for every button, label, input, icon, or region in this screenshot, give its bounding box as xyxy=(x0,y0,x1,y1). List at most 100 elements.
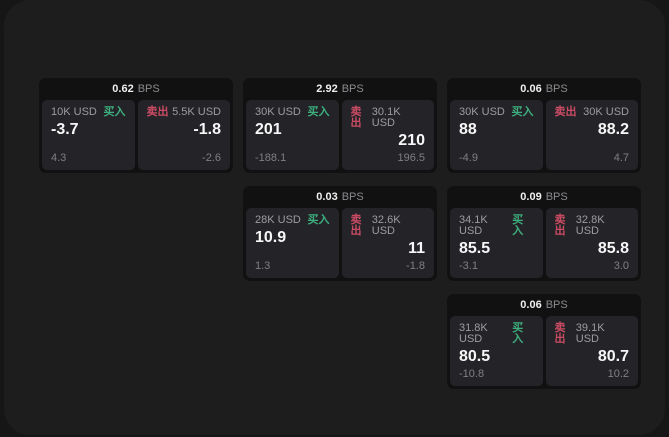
sell-price: -1.8 xyxy=(193,121,221,138)
sell-cell[interactable]: 卖出 32.8K USD 85.8 3.0 xyxy=(545,208,638,278)
sell-label: 卖出 xyxy=(554,322,566,345)
sell-cell[interactable]: 卖出 30K USD 88.2 4.7 xyxy=(545,100,638,170)
buy-price: -3.7 xyxy=(51,121,79,138)
bps-unit: BPS xyxy=(137,83,160,95)
quote-card: 0.06 BPS 31.8K USD 买入 80.5 -10.8 卖出 39.1… xyxy=(447,294,641,389)
buy-sub-value: -10.8 xyxy=(459,368,485,380)
quote-card: 0.03 BPS 28K USD 买入 10.9 1.3 卖出 32.6K US… xyxy=(243,186,437,281)
buy-label: 买入 xyxy=(307,106,330,118)
bps-value: 2.92 xyxy=(316,83,338,95)
card-body: 30K USD 买入 201 -188.1 卖出 30.1K USD 210 1… xyxy=(246,100,434,170)
quote-card: 0.09 BPS 34.1K USD 买入 85.5 -3.1 卖出 32.8K… xyxy=(447,186,641,281)
buy-sub-value: -4.9 xyxy=(459,152,478,164)
buy-cell-top: 30K USD 买入 xyxy=(459,107,534,118)
card-body: 31.8K USD 买入 80.5 -10.8 卖出 39.1K USD 80.… xyxy=(450,316,638,386)
quote-cards-grid: 0.62 BPS 10K USD 买入 -3.7 4.3 卖出 5.5K USD xyxy=(39,78,641,389)
buy-amount: 10K USD xyxy=(51,106,97,118)
sell-amount: 32.6K USD xyxy=(371,214,401,237)
buy-cell[interactable]: 30K USD 买入 201 -188.1 xyxy=(246,100,339,170)
quote-card: 0.62 BPS 10K USD 买入 -3.7 4.3 卖出 5.5K USD xyxy=(39,78,233,173)
buy-amount: 31.8K USD xyxy=(459,322,488,345)
sell-label: 卖出 xyxy=(350,214,362,237)
card-body: 28K USD 买入 10.9 1.3 卖出 32.6K USD 11 -1.8 xyxy=(246,208,434,278)
buy-cell-top: 30K USD 买入 xyxy=(255,107,330,118)
sell-label: 卖出 xyxy=(146,106,169,118)
sell-amount: 32.8K USD xyxy=(575,214,605,237)
quote-card: 2.92 BPS 30K USD 买入 201 -188.1 卖出 30.1K … xyxy=(243,78,437,173)
buy-label: 买入 xyxy=(103,106,126,118)
bps-value: 0.62 xyxy=(112,83,134,95)
sell-cell-top: 卖出 30.1K USD xyxy=(351,107,426,129)
sell-sub-value: -1.8 xyxy=(406,260,425,272)
bps-unit: BPS xyxy=(545,83,568,95)
sell-price: 88.2 xyxy=(597,121,629,138)
buy-sub-value: -3.1 xyxy=(459,260,478,272)
bps-value: 0.06 xyxy=(520,299,542,311)
buy-price: 10.9 xyxy=(255,229,287,246)
buy-label: 买入 xyxy=(512,322,524,345)
sell-amount: 39.1K USD xyxy=(575,322,605,345)
bps-unit: BPS xyxy=(545,299,568,311)
sell-price: 11 xyxy=(408,240,425,257)
sell-cell[interactable]: 卖出 30.1K USD 210 196.5 xyxy=(341,100,434,170)
sell-sub-value: -2.6 xyxy=(202,152,221,164)
sell-cell-top: 卖出 30K USD xyxy=(555,107,630,118)
bps-value: 0.06 xyxy=(520,83,542,95)
buy-sub-value: 4.3 xyxy=(51,152,67,164)
buy-price: 88 xyxy=(459,121,477,138)
card-header: 0.62 BPS xyxy=(42,78,230,100)
quote-card: 0.06 BPS 30K USD 买入 88 -4.9 卖出 30K USD xyxy=(447,78,641,173)
buy-price: 85.5 xyxy=(459,240,491,257)
sell-amount: 30.1K USD xyxy=(371,106,401,129)
sell-label: 卖出 xyxy=(350,106,362,129)
bps-value: 0.09 xyxy=(520,191,542,203)
sell-sub-value: 196.5 xyxy=(397,152,425,164)
bps-unit: BPS xyxy=(341,191,364,203)
card-body: 10K USD 买入 -3.7 4.3 卖出 5.5K USD -1.8 -2.… xyxy=(42,100,230,170)
main-panel: 0.62 BPS 10K USD 买入 -3.7 4.3 卖出 5.5K USD xyxy=(4,0,665,435)
sell-cell[interactable]: 卖出 32.6K USD 11 -1.8 xyxy=(341,208,434,278)
sell-cell-top: 卖出 32.6K USD xyxy=(351,215,426,237)
bps-unit: BPS xyxy=(341,83,364,95)
buy-amount: 30K USD xyxy=(255,106,301,118)
buy-label: 买入 xyxy=(307,214,330,226)
buy-cell-top: 28K USD 买入 xyxy=(255,215,330,226)
card-header: 0.06 BPS xyxy=(450,294,638,316)
buy-cell-top: 31.8K USD 买入 xyxy=(459,323,534,345)
sell-price: 85.8 xyxy=(597,240,629,257)
card-body: 30K USD 买入 88 -4.9 卖出 30K USD 88.2 4.7 xyxy=(450,100,638,170)
bps-value: 0.03 xyxy=(316,191,338,203)
buy-cell-top: 34.1K USD 买入 xyxy=(459,215,534,237)
card-body: 34.1K USD 买入 85.5 -3.1 卖出 32.8K USD 85.8… xyxy=(450,208,638,278)
buy-cell[interactable]: 30K USD 买入 88 -4.9 xyxy=(450,100,543,170)
buy-cell[interactable]: 28K USD 买入 10.9 1.3 xyxy=(246,208,339,278)
buy-amount: 34.1K USD xyxy=(459,214,488,237)
buy-cell-top: 10K USD 买入 xyxy=(51,107,126,118)
card-header: 0.03 BPS xyxy=(246,186,434,208)
buy-amount: 30K USD xyxy=(459,106,505,118)
buy-cell[interactable]: 10K USD 买入 -3.7 4.3 xyxy=(42,100,135,170)
sell-sub-value: 3.0 xyxy=(613,260,629,272)
sell-price: 80.7 xyxy=(597,348,629,365)
buy-sub-value: -188.1 xyxy=(255,152,287,164)
sell-sub-value: 4.7 xyxy=(613,152,629,164)
sell-cell-top: 卖出 32.8K USD xyxy=(555,215,630,237)
sell-label: 卖出 xyxy=(554,214,566,237)
sell-sub-value: 10.2 xyxy=(607,368,629,380)
sell-price: 210 xyxy=(398,132,425,149)
buy-cell[interactable]: 34.1K USD 买入 85.5 -3.1 xyxy=(450,208,543,278)
buy-price: 80.5 xyxy=(459,348,491,365)
buy-label: 买入 xyxy=(511,106,534,118)
sell-cell[interactable]: 卖出 39.1K USD 80.7 10.2 xyxy=(545,316,638,386)
buy-sub-value: 1.3 xyxy=(255,260,271,272)
sell-cell[interactable]: 卖出 5.5K USD -1.8 -2.6 xyxy=(137,100,230,170)
sell-label: 卖出 xyxy=(554,106,577,118)
card-header: 0.09 BPS xyxy=(450,186,638,208)
buy-price: 201 xyxy=(255,121,282,138)
card-header: 0.06 BPS xyxy=(450,78,638,100)
bps-unit: BPS xyxy=(545,191,568,203)
buy-amount: 28K USD xyxy=(255,214,301,226)
buy-cell[interactable]: 31.8K USD 买入 80.5 -10.8 xyxy=(450,316,543,386)
sell-cell-top: 卖出 5.5K USD xyxy=(147,107,222,118)
buy-label: 买入 xyxy=(512,214,524,237)
